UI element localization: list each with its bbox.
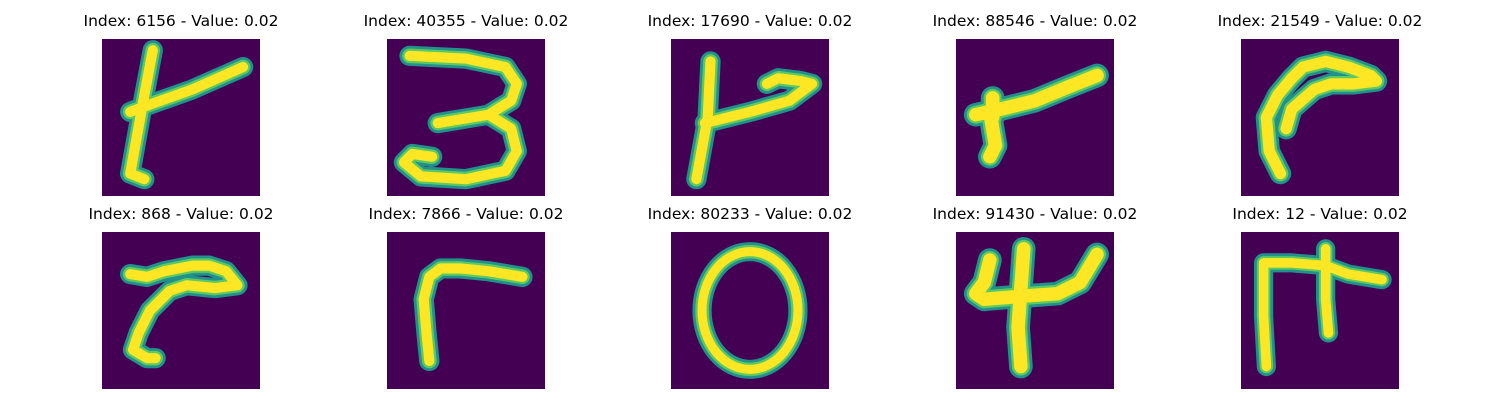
digit-image: [387, 232, 545, 389]
panel-title: Index: 868 - Value: 0.02: [88, 205, 274, 223]
digit-panel-3: Index: 17690 - Value: 0.02: [648, 12, 852, 196]
digit-panel-1: Index: 6156 - Value: 0.02: [84, 12, 278, 196]
digit-panel-6: Index: 868 - Value: 0.02: [88, 205, 274, 389]
panel-title: Index: 7866 - Value: 0.02: [368, 205, 564, 223]
panel-title: Index: 88546 - Value: 0.02: [932, 12, 1138, 30]
digit-image: [1241, 232, 1399, 389]
panel-title: Index: 40355 - Value: 0.02: [363, 12, 569, 30]
digit-panel-4: Index: 88546 - Value: 0.02: [933, 12, 1137, 196]
digit-image: [102, 232, 260, 389]
panel-title: Index: 17690 - Value: 0.02: [647, 12, 853, 30]
panel-title: Index: 80233 - Value: 0.02: [647, 205, 853, 223]
digit-image: [387, 39, 545, 196]
panel-title: Index: 12 - Value: 0.02: [1232, 205, 1408, 223]
panel-title: Index: 21549 - Value: 0.02: [1217, 12, 1423, 30]
digit-panel-5: Index: 21549 - Value: 0.02: [1218, 12, 1422, 196]
digit-panel-2: Index: 40355 - Value: 0.02: [364, 12, 568, 196]
digit-panel-8: Index: 80233 - Value: 0.02: [648, 205, 852, 389]
panel-title: Index: 6156 - Value: 0.02: [83, 12, 279, 30]
digit-image: [956, 39, 1114, 196]
digit-image: [102, 39, 260, 196]
panel-title: Index: 91430 - Value: 0.02: [932, 205, 1138, 223]
digit-panel-9: Index: 91430 - Value: 0.02: [933, 205, 1137, 389]
digit-panel-7: Index: 7866 - Value: 0.02: [369, 205, 563, 389]
digit-image: [671, 39, 829, 196]
digit-panel-10: Index: 12 - Value: 0.02: [1232, 205, 1408, 389]
digit-image: [956, 232, 1114, 389]
digit-image: [1241, 39, 1399, 196]
digit-image: [671, 232, 829, 389]
